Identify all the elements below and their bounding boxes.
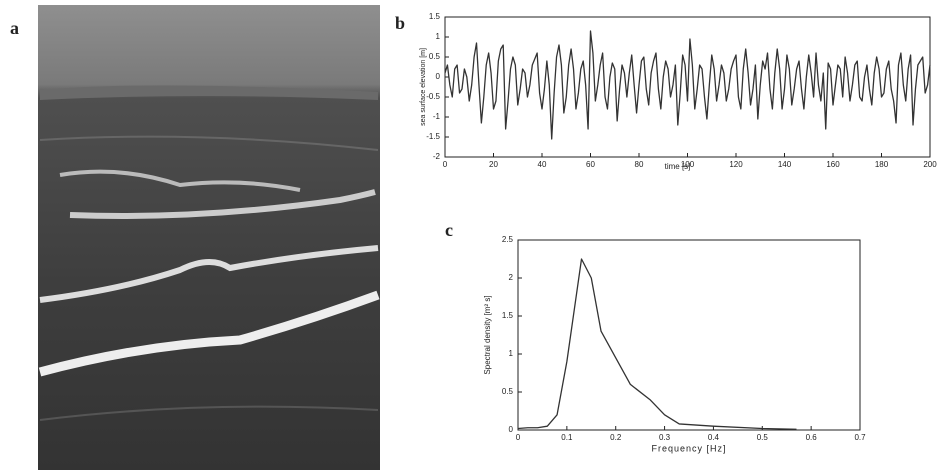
- y-tick-label: 0: [509, 425, 514, 434]
- panel-label: b: [395, 13, 405, 33]
- y-axis-label: sea surface elevation [m]: [420, 48, 427, 126]
- data-line: [517, 258, 797, 430]
- y-tick-label: -1: [433, 112, 441, 121]
- plot-frame: [517, 239, 861, 431]
- y-tick-label: -2: [433, 152, 441, 161]
- panel-label: c: [445, 220, 453, 240]
- x-tick-label: 40: [538, 160, 547, 169]
- x-tick-label: 160: [826, 160, 840, 169]
- y-tick-label: -0.5: [426, 92, 440, 101]
- sea-photo: [38, 5, 380, 470]
- y-tick-label: 2.5: [502, 235, 514, 244]
- x-axis-label: Frequency [Hz]: [651, 443, 726, 453]
- x-tick-label: 100: [681, 160, 695, 169]
- x-tick-label: 20: [489, 160, 498, 169]
- y-tick-label: 0.5: [429, 52, 441, 61]
- x-tick-label: 0: [443, 160, 448, 169]
- y-tick-label: 1.5: [502, 311, 514, 320]
- panel-label: a: [10, 18, 19, 38]
- x-tick-label: 0.1: [561, 433, 573, 442]
- y-tick-label: 1.5: [429, 12, 441, 21]
- x-tick-label: 0.4: [708, 433, 720, 442]
- y-tick-label: 2: [509, 273, 514, 282]
- x-tick-label: 60: [586, 160, 595, 169]
- y-tick-label: 0: [436, 72, 441, 81]
- y-tick-label: 1: [509, 349, 514, 358]
- x-tick-label: 180: [875, 160, 889, 169]
- y-tick-label: 0.5: [502, 387, 514, 396]
- x-tick-label: 140: [778, 160, 792, 169]
- x-tick-label: 0.2: [610, 433, 622, 442]
- y-tick-label: -1.5: [426, 132, 440, 141]
- x-tick-label: 120: [729, 160, 743, 169]
- x-tick-label: 0.5: [757, 433, 769, 442]
- x-axis-label: time [s]: [665, 162, 691, 171]
- x-tick-label: 0: [516, 433, 521, 442]
- y-tick-label: 1: [436, 32, 441, 41]
- x-tick-label: 0.6: [806, 433, 818, 442]
- x-tick-label: 80: [635, 160, 644, 169]
- x-tick-label: 200: [923, 160, 937, 169]
- x-tick-label: 0.7: [854, 433, 866, 442]
- y-axis-label: Spectral density [m² s]: [483, 295, 492, 374]
- data-line: [444, 30, 931, 140]
- x-tick-label: 0.3: [659, 433, 671, 442]
